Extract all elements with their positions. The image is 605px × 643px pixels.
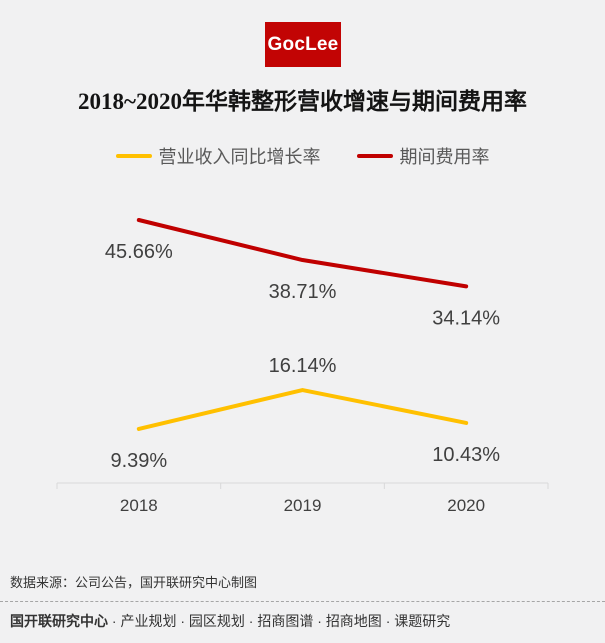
legend-item: 营业收入同比增长率 bbox=[115, 143, 321, 169]
line-chart: 2018 2019 2020 9.39% 16.14% 10.43% 45.66% 38.71… bbox=[56, 217, 549, 515]
data-label: 9.39% bbox=[110, 450, 167, 472]
footer-brand: 国开联研究中心 bbox=[10, 613, 108, 629]
footer-service: 招商图谱 bbox=[257, 613, 314, 629]
footer-service: 招商地图 bbox=[325, 613, 382, 629]
footer-service: 课题研究 bbox=[394, 613, 451, 629]
x-axis-label: 2018 bbox=[120, 496, 158, 515]
footer: 国开联研究中心 · 产业规划 · 园区规划 · 招商图谱 · 招商地图 · 课题… bbox=[0, 601, 605, 631]
legend-label: 期间费用率 bbox=[399, 147, 490, 167]
footer-separator: · bbox=[313, 613, 326, 629]
series-line-0 bbox=[136, 388, 469, 431]
legend-swatch bbox=[115, 154, 152, 158]
data-label: 38.71% bbox=[269, 281, 337, 303]
series-line-1 bbox=[136, 217, 469, 289]
footer-separator: · bbox=[176, 613, 189, 629]
brand-logo: GocLee bbox=[265, 22, 341, 67]
legend-label: 营业收入同比增长率 bbox=[158, 147, 321, 167]
data-label: 16.14% bbox=[269, 355, 337, 377]
footer-separator: · bbox=[244, 613, 258, 629]
legend-swatch bbox=[356, 154, 393, 158]
source-note: 数据来源：公司公告，国开联研究中心制图 bbox=[10, 575, 258, 590]
footer-services: · 产业规划 · 园区规划 · 招商图谱 · 招商地图 · 课题研究 bbox=[108, 613, 450, 629]
footer-service: 产业规划 bbox=[120, 613, 177, 629]
chart-legend: 营业收入同比增长率 期间费用率 bbox=[0, 143, 605, 169]
footer-separator: · bbox=[108, 613, 121, 629]
data-label: 34.14% bbox=[432, 307, 500, 329]
data-label: 45.66% bbox=[105, 241, 173, 263]
data-label: 10.43% bbox=[432, 444, 500, 466]
footer-separator: · bbox=[381, 613, 395, 629]
brand-logo-text: GocLee bbox=[267, 33, 339, 55]
legend-item: 期间费用率 bbox=[356, 143, 490, 169]
x-axis-label: 2020 bbox=[447, 496, 485, 515]
chart-title: 2018~2020年华韩整形营收增速与期间费用率 bbox=[78, 89, 527, 114]
x-axis-label: 2019 bbox=[284, 496, 322, 515]
footer-service: 园区规划 bbox=[188, 613, 245, 629]
